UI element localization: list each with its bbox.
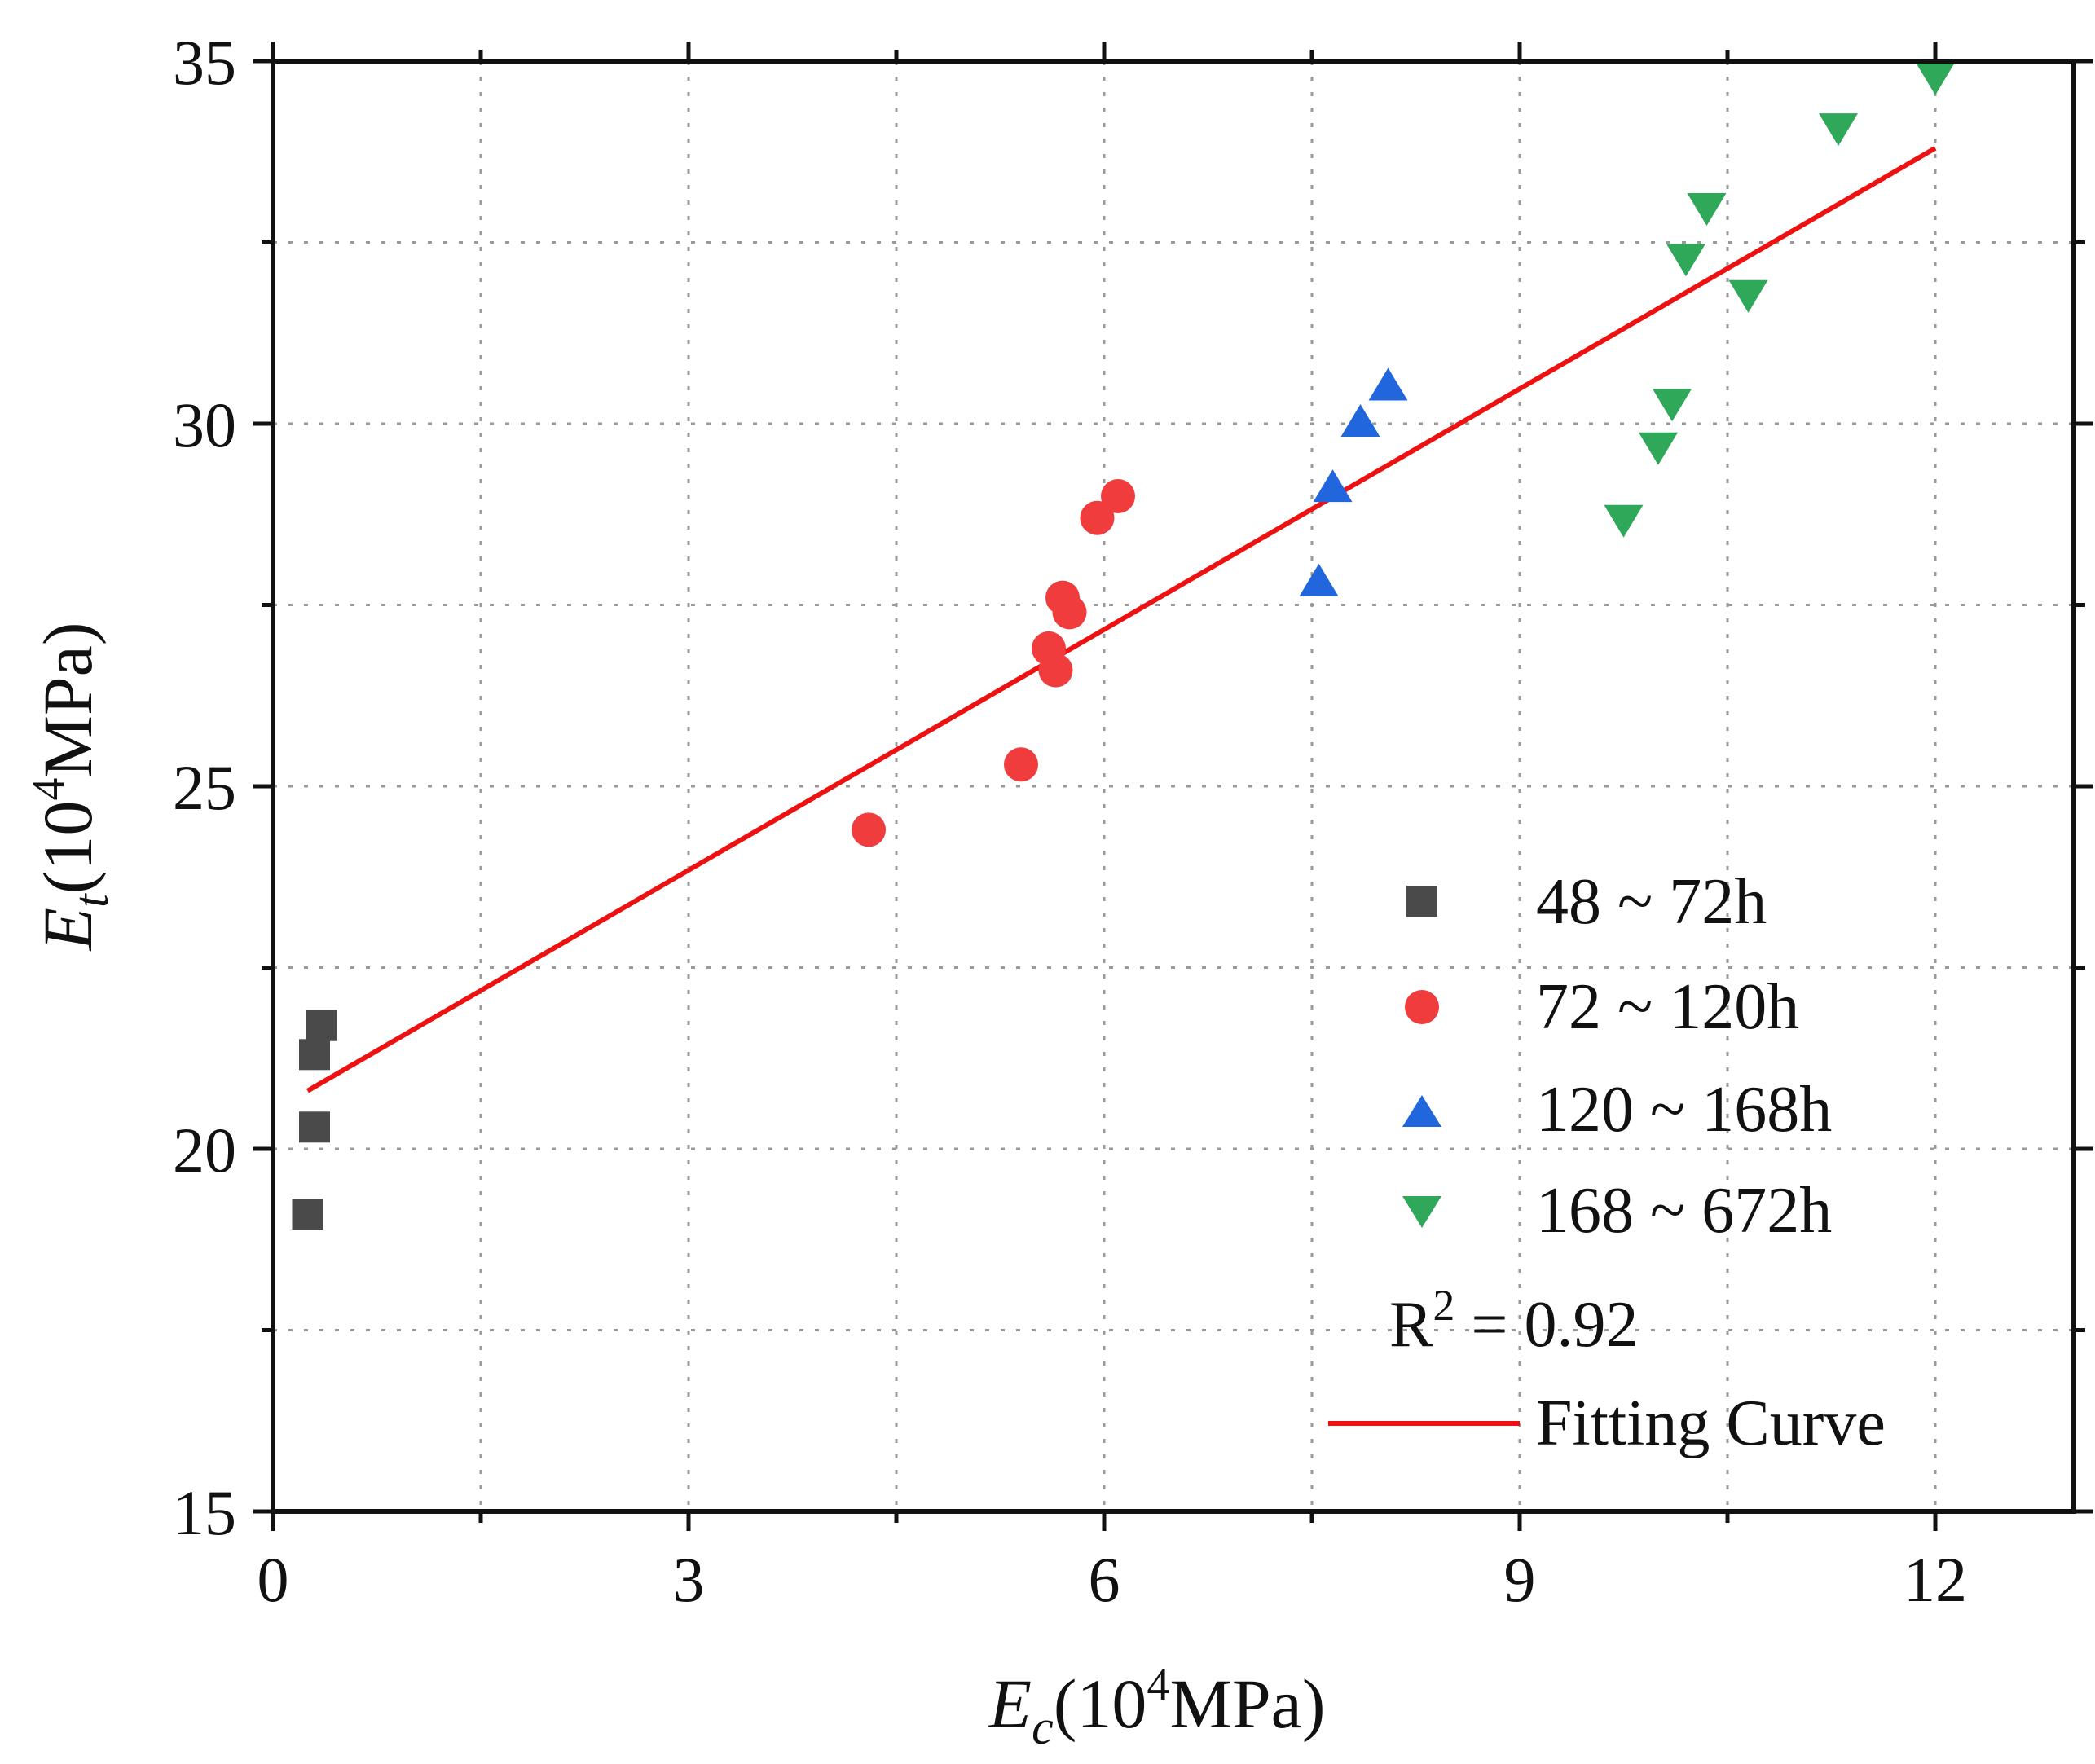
legend-marker-circle — [1405, 990, 1439, 1024]
x-tick-label: 0 — [257, 1544, 289, 1615]
legend-item-fitting-curve: Fitting Curve — [1328, 1388, 1886, 1459]
x-tick-label: 3 — [673, 1544, 705, 1615]
data-point-triangle-down — [1666, 244, 1705, 277]
axis-ticks — [253, 42, 2093, 1531]
data-point-triangle-down — [1916, 62, 1955, 95]
data-point-circle — [1080, 500, 1115, 535]
y-tick-label: 15 — [173, 1477, 236, 1548]
x-axis-title: Ec(104MPa) — [988, 1660, 1326, 1754]
data-point-triangle-down — [1819, 113, 1858, 147]
x-tick-label: 9 — [1504, 1544, 1536, 1615]
legend-item-48-72h: 48 ~ 72h — [1406, 866, 1767, 938]
data-point-triangle-down — [1604, 504, 1644, 538]
legend: 48 ~ 72h 72 ~ 120h 120 ~ 168h 168 ~ 672h… — [1328, 866, 1886, 1459]
data-point-triangle-down — [1639, 432, 1678, 465]
data-point-triangle-down — [1687, 193, 1727, 226]
data-point-circle — [1004, 747, 1038, 782]
data-point-triangle-down — [1653, 389, 1692, 422]
data-points — [292, 62, 1955, 1230]
data-point-circle — [1052, 595, 1087, 630]
legend-label: 120 ~ 168h — [1536, 1074, 1832, 1146]
data-point-triangle-up — [1299, 563, 1339, 596]
data-point-triangle-down — [1728, 279, 1768, 313]
data-point-triangle-up — [1313, 469, 1353, 503]
y-tick-label: 20 — [173, 1115, 236, 1186]
legend-label: 72 ~ 120h — [1536, 971, 1799, 1043]
legend-item-72-120h: 72 ~ 120h — [1405, 971, 1799, 1043]
r-squared-annotation: R2 = 0.92 — [1389, 1281, 1638, 1361]
data-point-circle — [1038, 653, 1073, 688]
fitting-curve-line — [306, 146, 1937, 1093]
legend-label: Fitting Curve — [1536, 1388, 1886, 1459]
legend-marker-triangle-down — [1402, 1196, 1441, 1228]
fit-layer — [306, 146, 1937, 1093]
y-tick-label: 30 — [173, 389, 236, 460]
tick-labels: 0 3 6 9 12 15 20 25 30 35 — [173, 27, 1967, 1615]
legend-marker-triangle-up — [1402, 1095, 1441, 1127]
grid-layer — [273, 61, 2074, 1511]
data-point-circle — [1101, 479, 1135, 513]
data-point-circle — [852, 812, 886, 847]
legend-label: 168 ~ 672h — [1536, 1175, 1832, 1247]
data-point-square — [299, 1039, 330, 1071]
data-point-square — [292, 1199, 323, 1230]
legend-item-120-168h: 120 ~ 168h — [1402, 1074, 1832, 1146]
y-tick-label: 35 — [173, 27, 236, 98]
data-point-triangle-up — [1368, 367, 1408, 401]
legend-marker-square — [1406, 886, 1437, 917]
data-point-square — [306, 1010, 337, 1041]
data-point-square — [299, 1111, 330, 1143]
legend-item-168-672h: 168 ~ 672h — [1402, 1175, 1832, 1247]
y-tick-label: 25 — [173, 752, 236, 823]
y-axis-title: Et(104MPa) — [24, 622, 118, 952]
x-tick-label: 6 — [1089, 1544, 1120, 1615]
legend-label: 48 ~ 72h — [1536, 866, 1767, 938]
x-tick-label: 12 — [1904, 1544, 1967, 1615]
data-point-triangle-up — [1340, 404, 1380, 437]
